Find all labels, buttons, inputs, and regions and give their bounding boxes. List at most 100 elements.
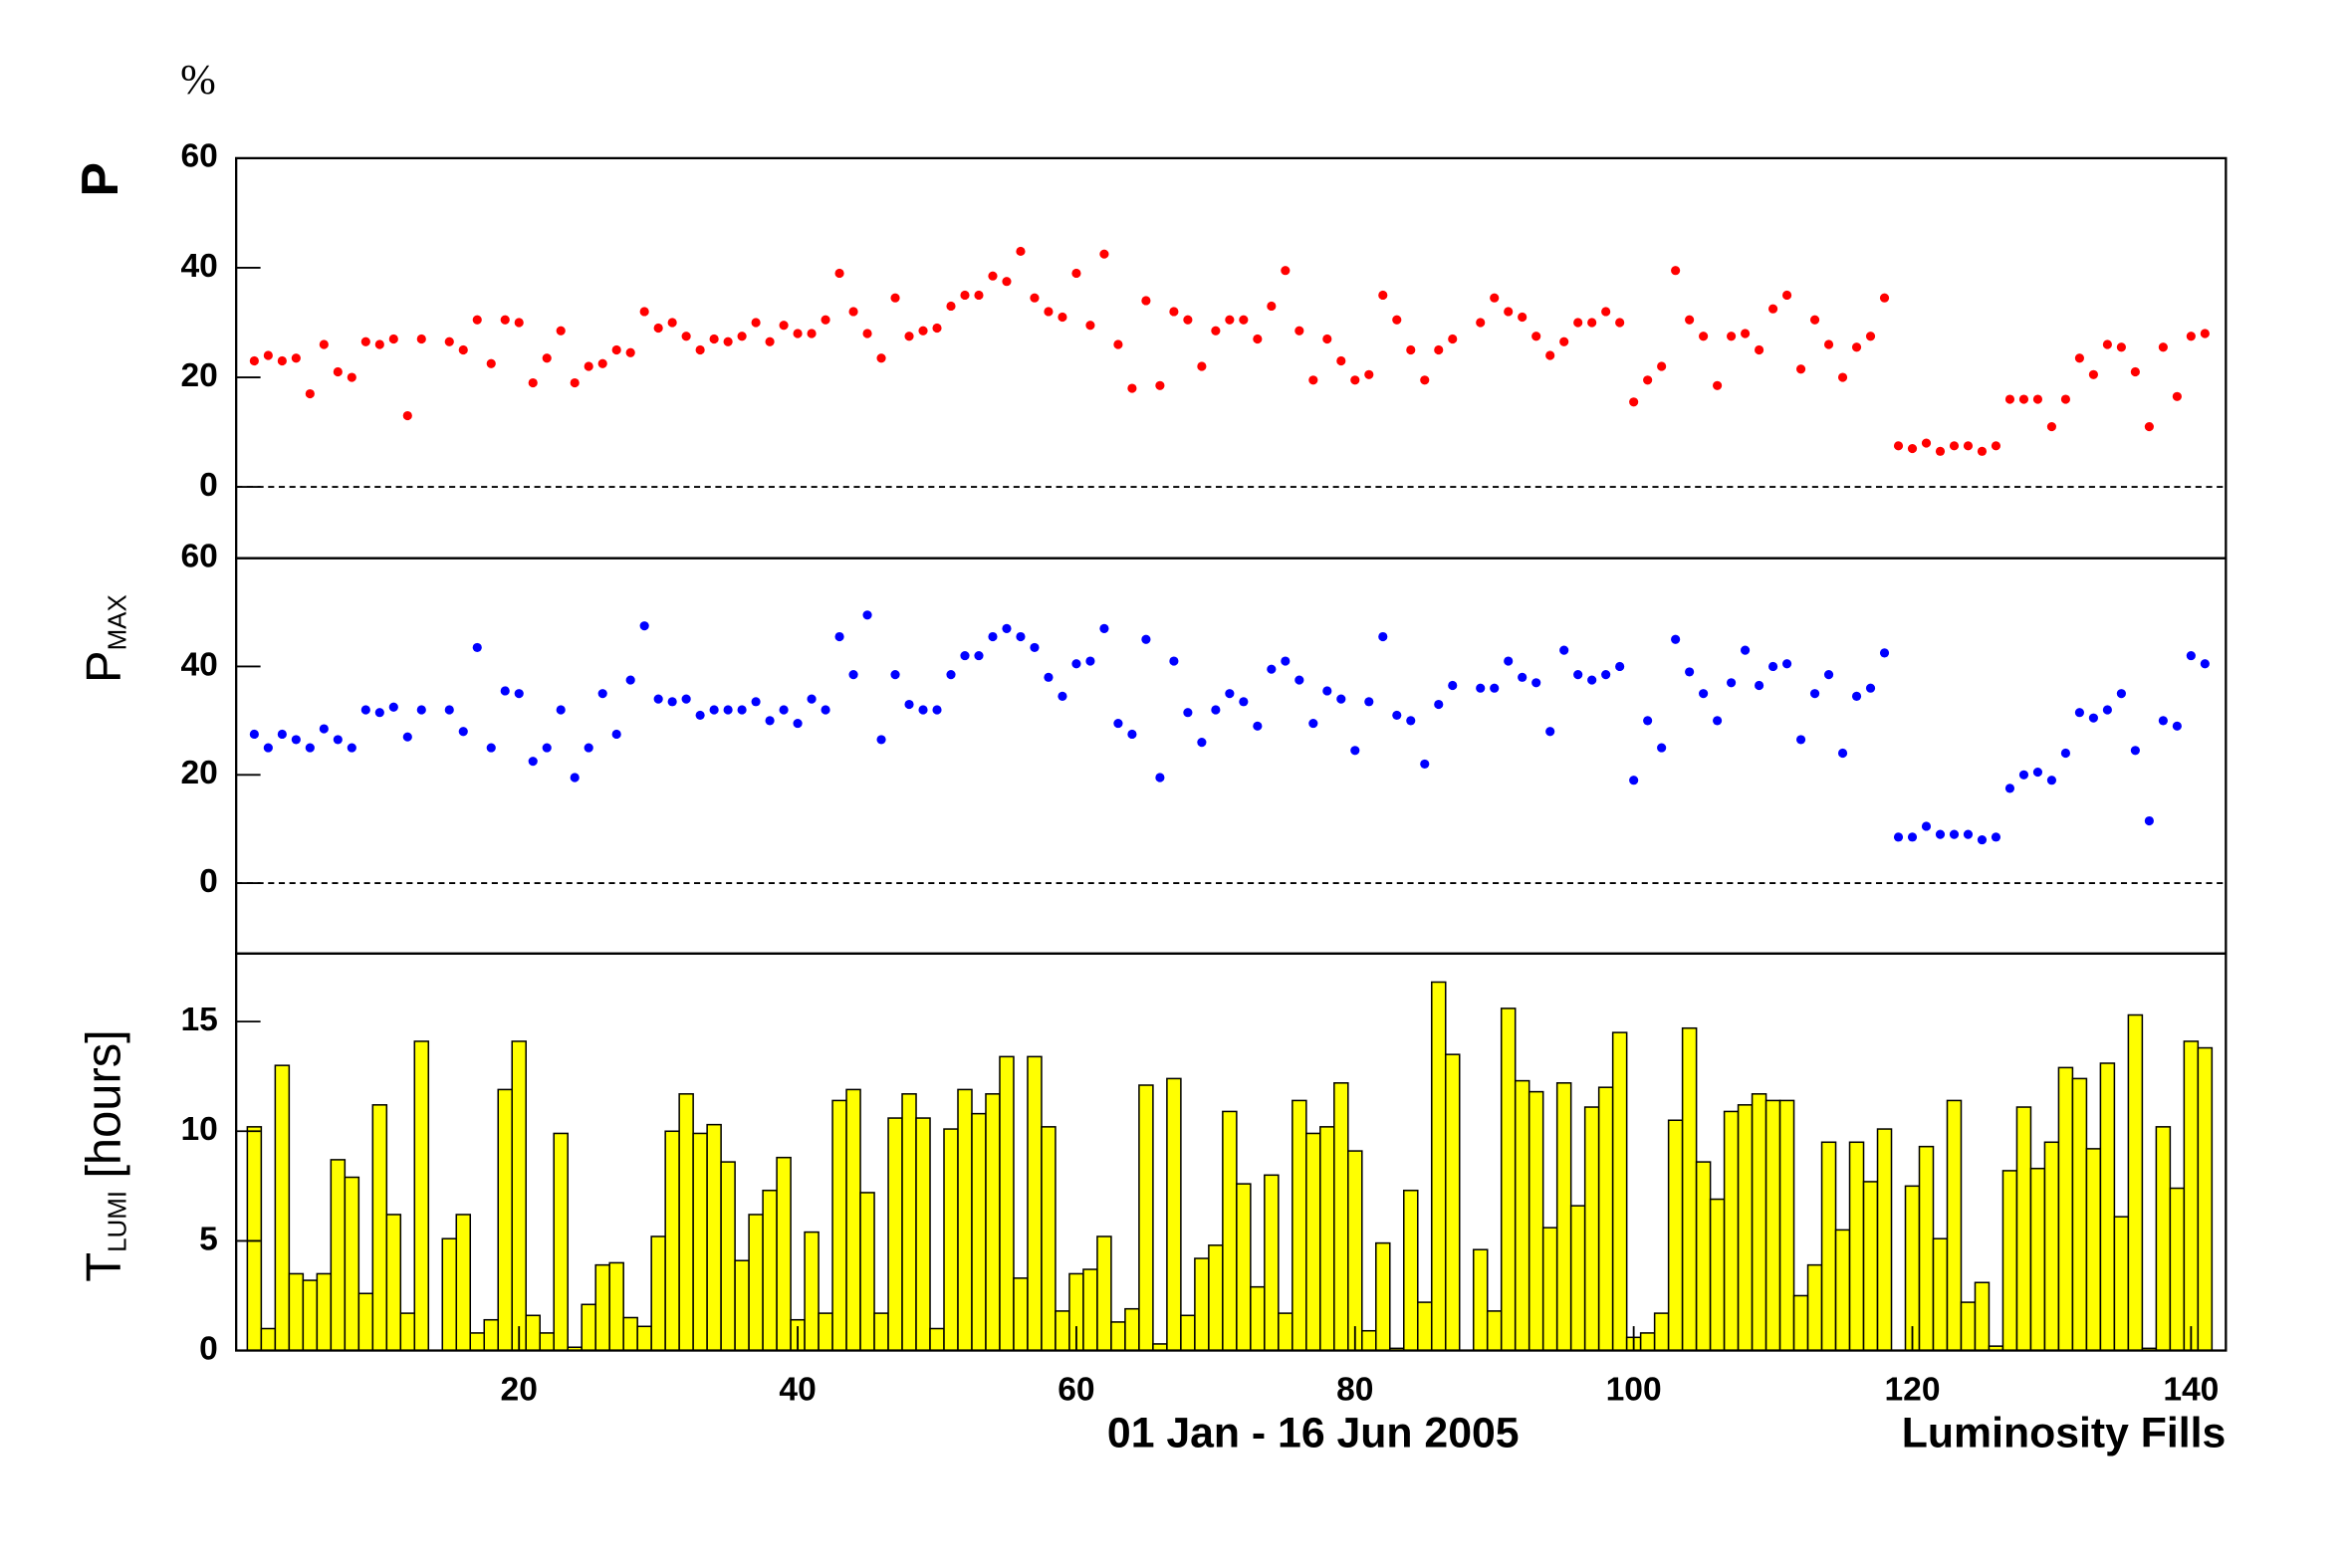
data-point <box>1239 697 1249 707</box>
data-point <box>333 735 343 745</box>
data-point <box>1002 623 1012 633</box>
bar <box>1569 1205 1586 1352</box>
data-point <box>1267 664 1277 674</box>
data-point <box>1601 307 1611 317</box>
data-point <box>305 388 315 399</box>
bar <box>1180 1314 1196 1352</box>
bar <box>2099 1062 2116 1352</box>
data-point <box>528 757 538 767</box>
data-point <box>291 353 301 363</box>
bar <box>1486 1310 1503 1352</box>
data-point <box>1155 773 1165 783</box>
data-point <box>1113 339 1123 349</box>
data-point <box>904 332 914 341</box>
bar <box>274 1064 291 1352</box>
data-point <box>1183 708 1193 718</box>
data-point <box>1044 672 1054 682</box>
bar <box>2127 1013 2144 1352</box>
bar <box>2169 1187 2186 1352</box>
data-point <box>1141 296 1151 306</box>
data-point <box>584 743 593 753</box>
data-point <box>1406 344 1416 355</box>
data-point <box>709 705 719 715</box>
data-point <box>570 773 580 783</box>
bar <box>1737 1104 1754 1352</box>
data-point <box>1155 380 1165 390</box>
data-point <box>2060 748 2071 759</box>
data-point <box>2144 815 2154 826</box>
bar <box>246 1126 263 1352</box>
bar <box>357 1292 374 1352</box>
data-point <box>1991 441 2001 451</box>
bar <box>2197 1046 2214 1352</box>
data-point <box>1879 293 1890 303</box>
data-point <box>611 344 621 355</box>
bar <box>344 1176 360 1352</box>
data-point <box>1253 334 1263 344</box>
data-point <box>528 377 538 388</box>
x-tick-label: 100 <box>1606 1372 1662 1409</box>
bar <box>845 1088 861 1352</box>
data-point <box>807 694 817 704</box>
bar <box>636 1325 652 1352</box>
data-point <box>1559 336 1569 346</box>
bar <box>1208 1244 1224 1352</box>
x-tick-label: 120 <box>1884 1372 1940 1409</box>
data-point <box>2018 394 2029 404</box>
data-point <box>1085 656 1095 666</box>
data-point <box>1615 318 1625 328</box>
bar <box>2015 1106 2032 1352</box>
data-point <box>1781 290 1792 301</box>
data-point <box>1837 748 1848 759</box>
data-point <box>1851 691 1862 701</box>
data-point <box>1071 659 1081 669</box>
data-point <box>1671 634 1681 644</box>
data-point <box>1127 729 1137 740</box>
bar <box>1236 1183 1252 1352</box>
bar <box>1430 981 1447 1352</box>
bar <box>1695 1161 1712 1352</box>
data-point <box>918 326 928 336</box>
data-point <box>1099 249 1109 259</box>
data-point <box>1030 642 1040 653</box>
data-point <box>1308 375 1318 385</box>
data-point <box>765 336 775 346</box>
data-point <box>1573 318 1583 328</box>
y-axis-label-unit: [hours] <box>77 1029 130 1178</box>
data-point <box>946 670 956 680</box>
bar <box>371 1104 388 1352</box>
data-point <box>2088 713 2098 723</box>
bar <box>650 1235 666 1352</box>
data-point <box>263 743 273 753</box>
bar <box>1764 1099 1781 1352</box>
data-point <box>333 366 343 377</box>
data-point <box>1601 670 1611 680</box>
bar <box>1918 1145 1935 1352</box>
data-point <box>2172 391 2182 401</box>
bar <box>441 1237 458 1352</box>
bar <box>762 1189 778 1352</box>
data-point <box>723 336 733 346</box>
bar <box>1500 1008 1517 1352</box>
data-point <box>1823 339 1834 349</box>
data-point <box>416 334 426 344</box>
bar <box>385 1214 402 1352</box>
data-point <box>1504 656 1514 666</box>
bar <box>2057 1066 2074 1352</box>
data-point <box>2004 394 2015 404</box>
data-point <box>1518 672 1528 682</box>
data-point <box>765 716 775 726</box>
data-point <box>1949 441 1960 451</box>
data-point <box>2032 767 2043 778</box>
data-point <box>514 689 524 699</box>
bar <box>455 1214 472 1352</box>
x-axis-label: Luminosity Fills <box>1902 1409 2227 1456</box>
bar <box>999 1055 1015 1352</box>
bar <box>985 1093 1001 1352</box>
data-point <box>890 293 900 303</box>
data-point <box>1197 361 1207 371</box>
data-point <box>1879 648 1890 658</box>
bar <box>288 1272 305 1352</box>
data-point <box>1809 315 1820 325</box>
data-point <box>1559 645 1569 655</box>
